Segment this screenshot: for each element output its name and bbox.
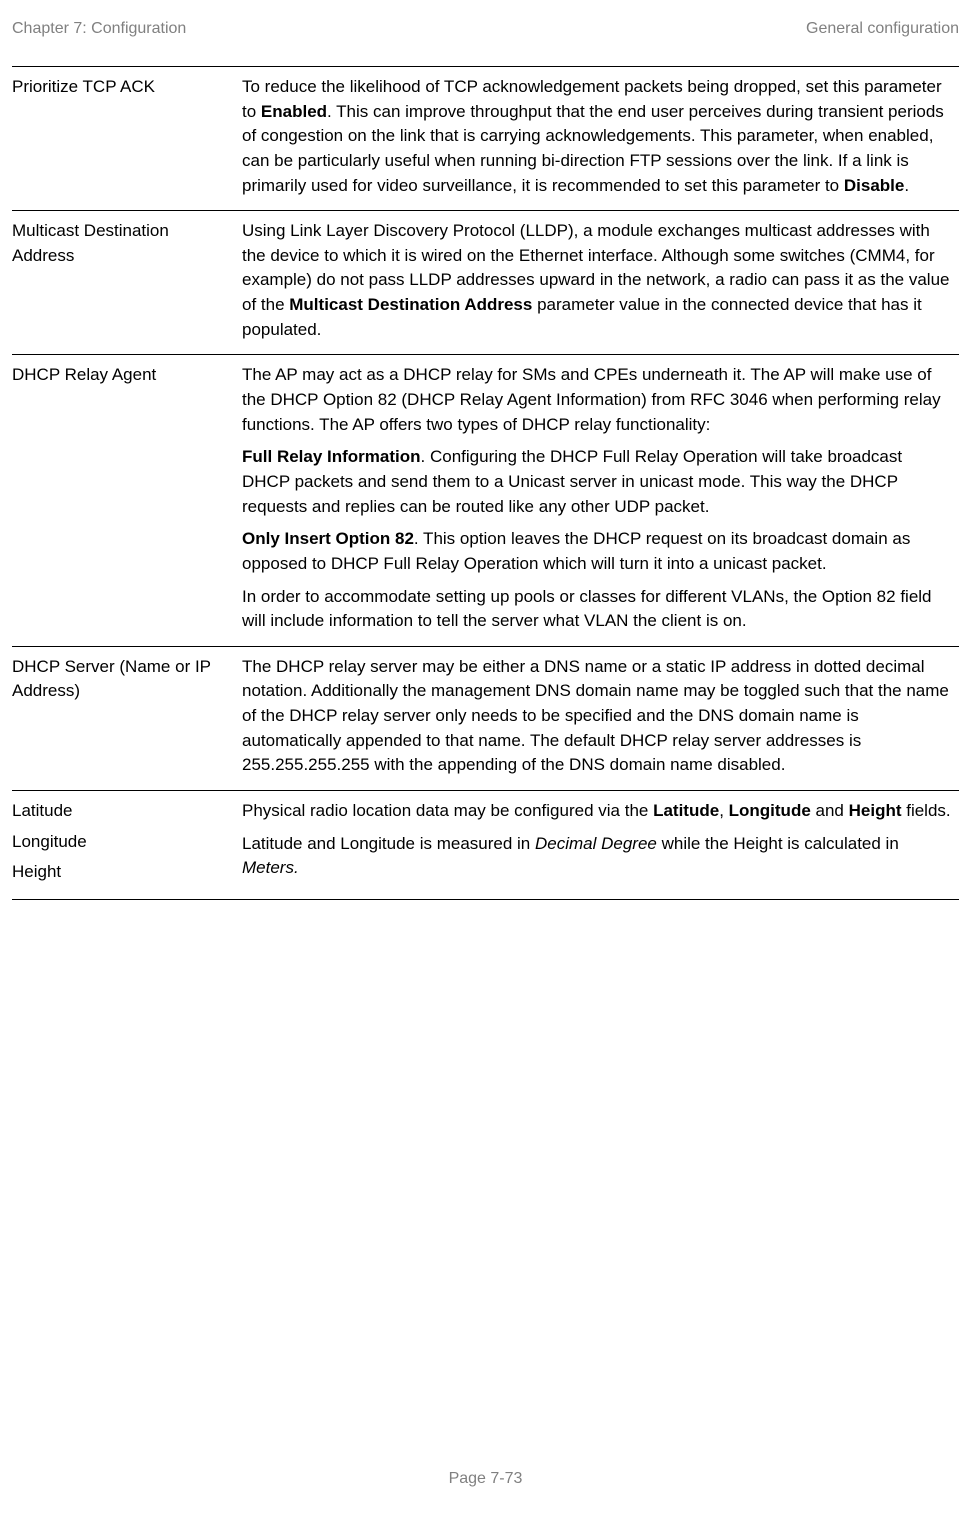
header-left: Chapter 7: Configuration [12,20,186,38]
text-run: . [904,176,909,195]
table-row: DHCP Relay AgentThe AP may act as a DHCP… [12,355,959,646]
table-row: Prioritize TCP ACKTo reduce the likeliho… [12,67,959,211]
text-run: The DHCP relay server may be either a DN… [242,657,949,775]
row-desc-cell: Physical radio location data may be conf… [242,791,959,900]
text-run: Latitude and Longitude is measured in [242,834,535,853]
paragraph: Full Relay Information. Configuring the … [242,445,953,519]
row-label-cell: Latitude Longitude Height [12,791,242,900]
text-run: and [811,801,849,820]
text-run: Decimal Degree [535,834,657,853]
page: Chapter 7: Configuration General configu… [0,0,971,1514]
text-run: Only Insert Option 82 [242,529,414,548]
row-desc-cell: Using Link Layer Discovery Protocol (LLD… [242,211,959,355]
table-row: DHCP Server (Name or IP Address)The DHCP… [12,646,959,790]
text-run: Multicast Destination Address [289,295,532,314]
page-header: Chapter 7: Configuration General configu… [0,20,971,66]
table-row: Latitude Longitude Height Physical radio lo… [12,791,959,900]
table-row: Multicast Destination AddressUsing Link … [12,211,959,355]
row-label-cell: Prioritize TCP ACK [12,67,242,211]
text-run: fields. [902,801,951,820]
page-footer: Page 7-73 [0,1470,971,1488]
paragraph: Using Link Layer Discovery Protocol (LLD… [242,219,953,342]
content-area: Prioritize TCP ACKTo reduce the likeliho… [0,66,971,900]
row-label: Latitude [12,799,232,824]
header-right: General configuration [806,20,959,38]
row-label: Height [12,860,232,885]
paragraph: To reduce the likelihood of TCP acknowle… [242,75,953,198]
text-run: Height [849,801,902,820]
text-run: The AP may act as a DHCP relay for SMs a… [242,365,941,433]
text-run: while the Height is calculated in [657,834,899,853]
paragraph: Physical radio location data may be conf… [242,799,953,824]
text-run: Latitude [653,801,719,820]
paragraph: Only Insert Option 82. This option leave… [242,527,953,576]
row-desc-cell: The AP may act as a DHCP relay for SMs a… [242,355,959,646]
paragraph: The DHCP relay server may be either a DN… [242,655,953,778]
text-run: Physical radio location data may be conf… [242,801,653,820]
paragraph: The AP may act as a DHCP relay for SMs a… [242,363,953,437]
paragraph: In order to accommodate setting up pools… [242,585,953,634]
page-number: Page 7-73 [449,1470,523,1487]
text-run: , [719,801,728,820]
row-label-cell: DHCP Relay Agent [12,355,242,646]
row-label-cell: DHCP Server (Name or IP Address) [12,646,242,790]
text-run: Full Relay Information [242,447,421,466]
text-run: Longitude [729,801,811,820]
text-run: . This can improve throughput that the e… [242,102,944,195]
row-label-cell: Multicast Destination Address [12,211,242,355]
config-table-body: Prioritize TCP ACKTo reduce the likeliho… [12,67,959,900]
text-run: Enabled [261,102,327,121]
config-table: Prioritize TCP ACKTo reduce the likeliho… [12,66,959,900]
text-run: In order to accommodate setting up pools… [242,587,932,631]
paragraph: Latitude and Longitude is measured in De… [242,832,953,881]
text-run: Meters. [242,858,299,877]
row-desc-cell: To reduce the likelihood of TCP acknowle… [242,67,959,211]
text-run: Disable [844,176,904,195]
row-desc-cell: The DHCP relay server may be either a DN… [242,646,959,790]
row-label: Longitude [12,830,232,855]
